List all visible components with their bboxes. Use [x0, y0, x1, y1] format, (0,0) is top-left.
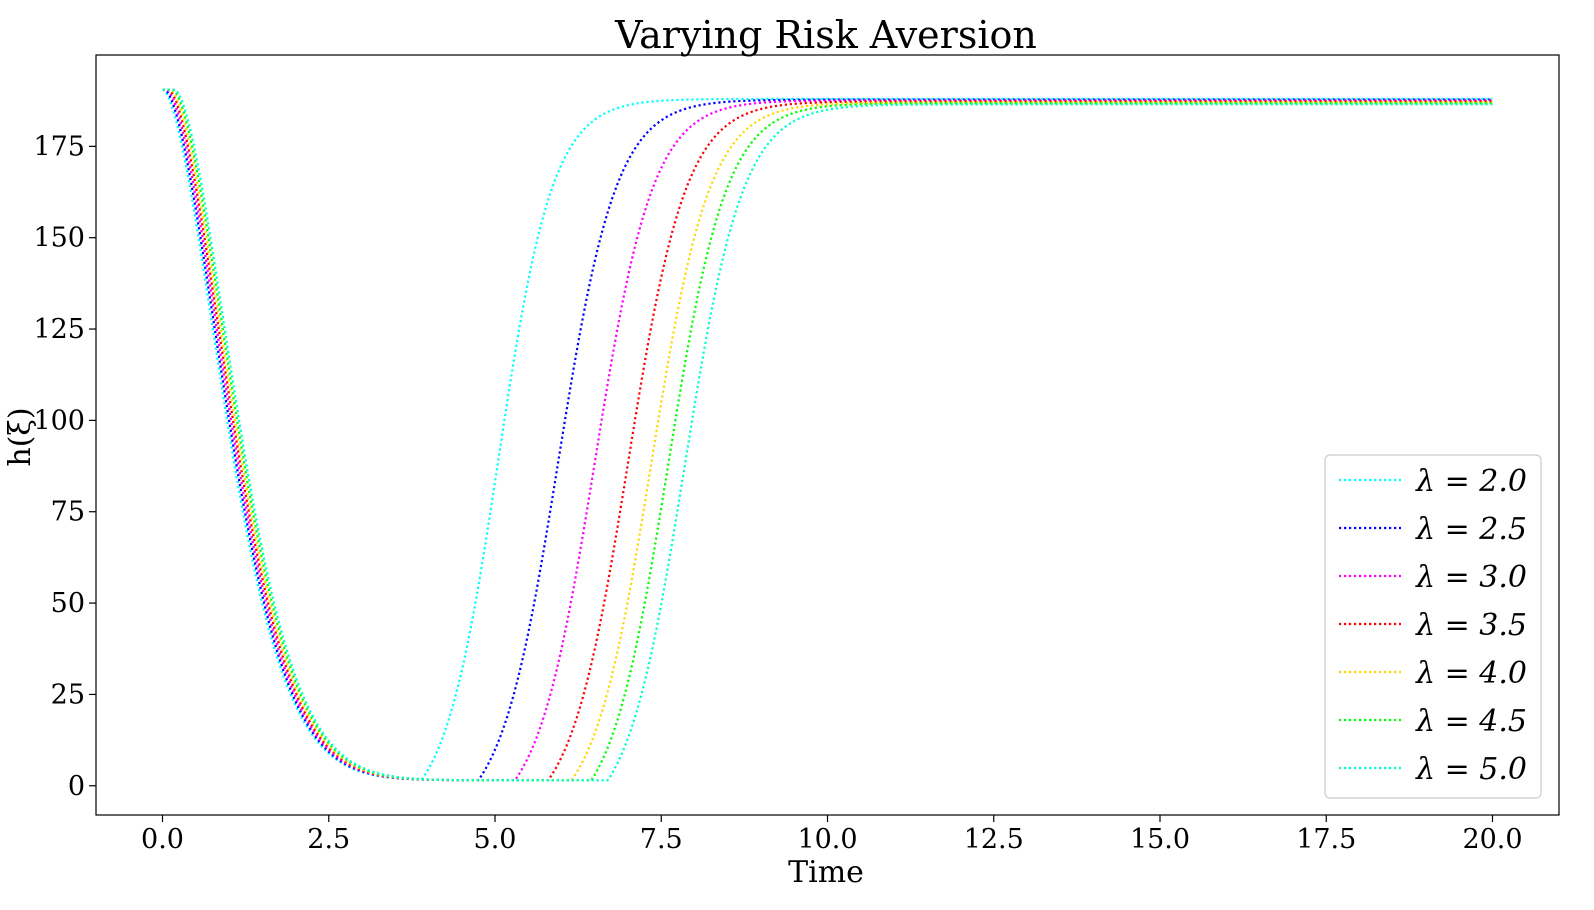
y-tick-label: 50	[51, 588, 85, 619]
legend-label: λ = 4.0	[1415, 656, 1527, 691]
legend-item: λ = 4.5	[1339, 704, 1527, 739]
series-line-6	[162, 88, 1493, 782]
x-tick-label: 0.0	[141, 824, 184, 855]
series-line-4	[162, 88, 1493, 782]
legend-item: λ = 3.5	[1339, 608, 1527, 643]
y-tick-label: 0	[68, 771, 85, 802]
y-tick-label: 75	[51, 497, 85, 528]
legend-label: λ = 2.0	[1415, 464, 1527, 499]
series-line-3	[162, 88, 1493, 782]
legend-label: λ = 3.5	[1415, 608, 1527, 643]
x-tick-label: 15.0	[1130, 824, 1190, 855]
x-axis-label: Time	[788, 855, 864, 890]
legend-item: λ = 3.0	[1339, 560, 1527, 595]
legend-label: λ = 4.5	[1415, 704, 1527, 739]
x-tick-label: 7.5	[640, 824, 683, 855]
y-axis-label: h(ξ)	[3, 407, 38, 466]
x-tick-label: 5.0	[474, 824, 517, 855]
series-lines	[162, 88, 1493, 782]
y-tick-label: 150	[33, 223, 85, 254]
y-tick-label: 25	[51, 679, 85, 710]
series-line-2	[162, 88, 1493, 782]
legend-item: λ = 4.0	[1339, 656, 1527, 691]
y-tick-label: 125	[33, 314, 85, 345]
legend-item: λ = 2.0	[1339, 464, 1527, 499]
y-tick-label: 175	[33, 131, 85, 162]
series-line-0	[162, 88, 1493, 781]
x-tick-label: 10.0	[797, 824, 857, 855]
legend-label: λ = 5.0	[1415, 752, 1527, 787]
x-tick-label: 20.0	[1462, 824, 1522, 855]
x-tick-label: 12.5	[964, 824, 1024, 855]
x-tick-label: 2.5	[307, 824, 350, 855]
series-line-1	[162, 88, 1493, 782]
chart-title: Varying Risk Aversion	[614, 13, 1037, 57]
legend-frame	[1324, 454, 1542, 799]
x-axis: 0.0 2.5 5.0 7.5 10.0 12.5 15.0 17.5 20.0	[141, 815, 1523, 855]
series-line-5	[162, 88, 1493, 782]
legend-label: λ = 3.0	[1415, 560, 1527, 595]
legend-item: λ = 5.0	[1339, 752, 1527, 787]
legend-item: λ = 2.5	[1339, 512, 1527, 547]
y-axis: 0 25 50 75 100 125 150 175	[33, 131, 96, 802]
y-tick-label: 100	[33, 405, 85, 436]
legend: λ = 2.0 λ = 2.5 λ = 3.0 λ = 3.5 λ = 4.0 λ = 4…	[1324, 454, 1542, 799]
x-tick-label: 17.5	[1296, 824, 1356, 855]
legend-label: λ = 2.5	[1415, 512, 1527, 547]
